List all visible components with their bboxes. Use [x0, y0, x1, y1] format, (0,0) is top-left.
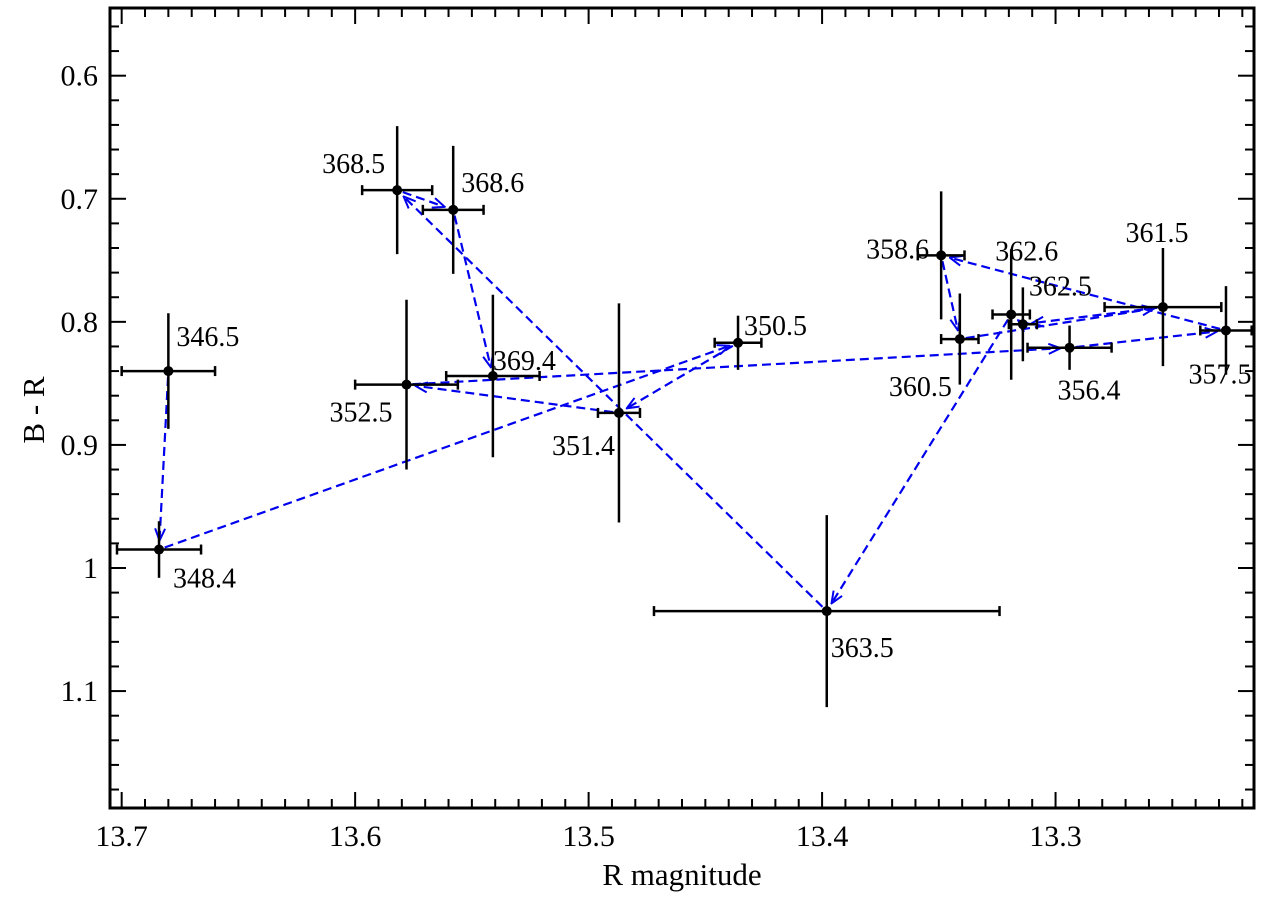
point-label: 348.4	[173, 564, 236, 595]
sequence-arrow	[159, 377, 170, 540]
point-label: 362.5	[1029, 271, 1092, 302]
sequence-arrow	[402, 191, 445, 207]
axis-ticks	[110, 8, 1254, 808]
data-point	[936, 250, 947, 261]
sequence-arrow	[1032, 306, 1158, 323]
y-tick-label: 0.6	[61, 60, 99, 93]
y-axis-title: B - R	[16, 376, 51, 444]
point-label: 360.5	[889, 372, 952, 403]
data-point	[821, 606, 832, 617]
sequence-arrow	[950, 258, 1221, 330]
sequence-arrow	[965, 308, 1154, 340]
data-point	[1220, 325, 1231, 336]
point-label: 362.6	[995, 236, 1058, 267]
sequence-arrow	[415, 386, 614, 414]
sequence-arrow	[941, 261, 957, 330]
point-label: 363.5	[831, 633, 894, 664]
data-point	[401, 379, 412, 390]
data-point	[487, 371, 498, 381]
x-tick-label: 13.6	[329, 820, 382, 853]
sequence-arrow	[164, 346, 730, 549]
point-label: 369.4	[493, 346, 556, 377]
data-point	[1064, 342, 1075, 353]
x-tick-label: 13.4	[796, 820, 849, 853]
plot-frame	[108, 6, 1256, 810]
sequence-arrow	[1075, 331, 1218, 349]
sequence-arrow	[832, 318, 1009, 604]
point-label: 357.5	[1188, 359, 1251, 390]
y-tick-label: 0.9	[61, 429, 99, 462]
sequence-arrows	[159, 191, 1221, 608]
point-labels: 346.5 348.4 350.5 351.4 352.5 356.4 357.5 358.6…	[173, 149, 1251, 664]
x-axis-title: R magnitude	[602, 857, 761, 892]
data-point	[392, 185, 403, 196]
data-point	[613, 407, 624, 418]
data-point	[1017, 319, 1028, 330]
x-tick-label: 13.7	[95, 820, 148, 853]
x-tick-label: 13.5	[562, 820, 615, 853]
data-point	[448, 204, 459, 215]
y-tick-label: 0.7	[61, 183, 99, 216]
point-label: 351.4	[552, 431, 615, 462]
point-label: 358.6	[866, 234, 929, 265]
point-label: 346.5	[176, 322, 239, 353]
sequence-arrow	[412, 348, 1060, 386]
error-bars	[115, 126, 1253, 708]
point-label: 368.6	[461, 168, 524, 199]
x-tick-label: 13.3	[1029, 820, 1082, 853]
data-points	[154, 185, 1231, 617]
point-label: 361.5	[1125, 218, 1188, 249]
data-point	[733, 337, 744, 348]
data-point	[154, 544, 165, 555]
point-label: 352.5	[330, 398, 393, 429]
point-label: 368.5	[322, 149, 385, 180]
sequence-arrow	[453, 215, 491, 368]
y-tick-label: 0.8	[61, 306, 99, 339]
y-tick-label: 1	[83, 552, 98, 585]
y-tick-label: 1.1	[61, 675, 99, 708]
tick-labels: 13.7 13.6 13.5 13.4 13.3 0.6 0.7 0.8 0.9 1 1.1	[61, 60, 1082, 853]
data-point	[1006, 309, 1017, 320]
sequence-arrow	[627, 344, 734, 409]
data-point	[163, 366, 174, 377]
point-label: 350.5	[744, 311, 807, 342]
data-point	[1157, 302, 1168, 313]
sequence-arrow	[404, 196, 824, 608]
point-label: 356.4	[1058, 376, 1121, 407]
plot-border	[108, 6, 1256, 810]
data-point	[954, 334, 965, 345]
